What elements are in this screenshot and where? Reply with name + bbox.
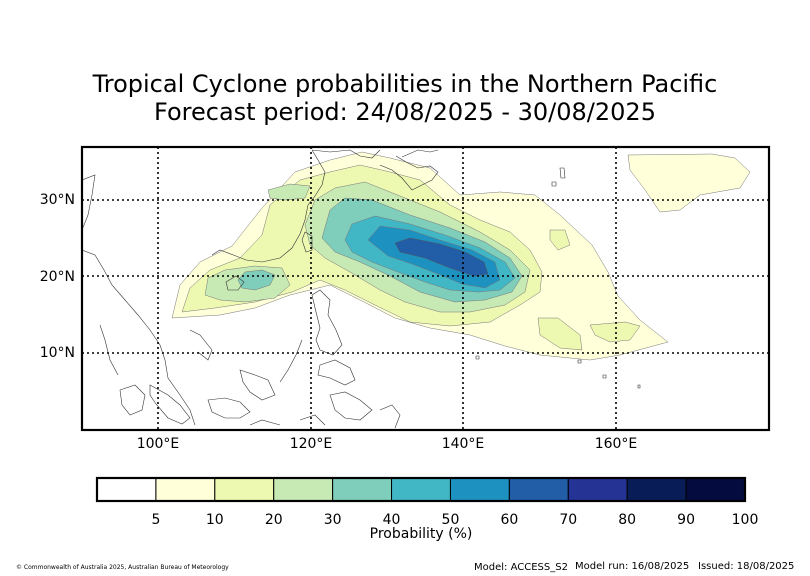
colorbar-segment — [685, 477, 746, 502]
colorbar-segment — [155, 477, 216, 502]
colorbar-segment — [96, 477, 157, 502]
map-title-line1: Tropical Cyclone probabilities in the No… — [92, 70, 718, 98]
islands — [475, 167, 641, 389]
colorbar-tick-label: 30 — [324, 512, 342, 528]
lat-label-20: 20°N — [40, 269, 75, 285]
colorbar-tick-label: 100 — [732, 512, 759, 528]
map-title-line2: Forecast period: 24/08/2025 - 30/08/2025 — [154, 98, 656, 126]
map-frame — [80, 145, 771, 432]
colorbar-frame — [95, 476, 747, 503]
lat-label-10: 10°N — [40, 345, 75, 361]
lon-label-160: 160°E — [595, 436, 638, 452]
colorbar-tick-label: 10 — [206, 512, 224, 528]
coastlines — [82, 149, 439, 429]
colorbar-segment — [626, 477, 687, 502]
colorbar-tick-label: 5 — [151, 512, 160, 528]
lon-label-120: 120°E — [290, 436, 333, 452]
colorbar — [96, 477, 746, 502]
colorbar-tick-labels: 5 10 20 30 40 50 60 70 80 90 100 — [151, 512, 758, 528]
colorbar-tick-label: 70 — [559, 512, 577, 528]
colorbar-segment — [273, 477, 334, 502]
colorbar-tick-label: 40 — [383, 512, 401, 528]
probability-contours — [82, 149, 751, 429]
colorbar-segment — [391, 477, 451, 502]
issued-date: Issued: 18/08/2025 — [698, 561, 795, 572]
colorbar-tick-label: 20 — [265, 512, 283, 528]
colorbar-segment — [214, 477, 275, 502]
model-name: Model: ACCESS_S2 — [474, 562, 568, 573]
colorbar-tick-label: 50 — [442, 512, 460, 528]
colorbar-segment — [508, 477, 569, 502]
lon-label-100: 100°E — [137, 436, 180, 452]
model-run-date: Model run: 16/08/2025 — [575, 561, 690, 572]
colorbar-label: Probability (%) — [370, 526, 473, 542]
lon-label-140: 140°E — [442, 436, 485, 452]
grid-lines — [82, 147, 769, 430]
lat-label-30: 30°N — [40, 192, 75, 208]
colorbar-segment — [449, 477, 510, 502]
copyright-notice: © Commonwealth of Australia 2025, Austra… — [16, 564, 229, 571]
contour-60-70 — [394, 237, 489, 277]
colorbar-segment — [567, 477, 628, 502]
colorbar-tick-label: 90 — [677, 512, 695, 528]
colorbar-tick-label: 60 — [500, 512, 518, 528]
colorbar-tick-label: 80 — [618, 512, 636, 528]
colorbar-segment — [332, 477, 393, 502]
